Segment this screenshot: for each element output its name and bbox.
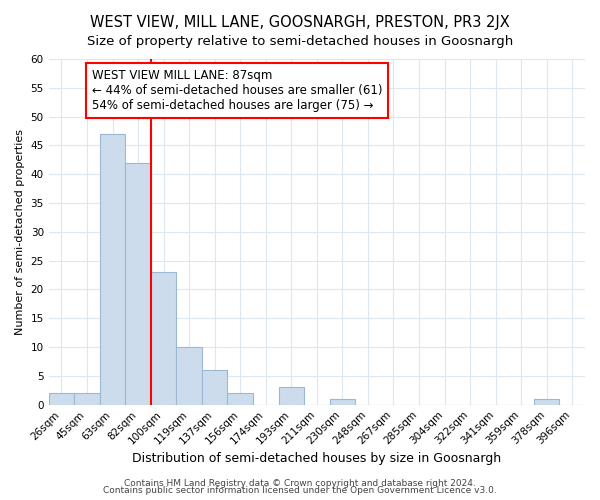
Bar bbox=[100, 134, 125, 404]
Bar bbox=[202, 370, 227, 404]
X-axis label: Distribution of semi-detached houses by size in Goosnargh: Distribution of semi-detached houses by … bbox=[132, 452, 502, 465]
Bar bbox=[534, 399, 559, 404]
Bar bbox=[227, 393, 253, 404]
Bar bbox=[125, 162, 151, 404]
Bar bbox=[151, 272, 176, 404]
Text: WEST VIEW, MILL LANE, GOOSNARGH, PRESTON, PR3 2JX: WEST VIEW, MILL LANE, GOOSNARGH, PRESTON… bbox=[90, 15, 510, 30]
Bar bbox=[74, 393, 100, 404]
Bar bbox=[176, 347, 202, 405]
Text: Contains public sector information licensed under the Open Government Licence v3: Contains public sector information licen… bbox=[103, 486, 497, 495]
Text: Contains HM Land Registry data © Crown copyright and database right 2024.: Contains HM Land Registry data © Crown c… bbox=[124, 478, 476, 488]
Y-axis label: Number of semi-detached properties: Number of semi-detached properties bbox=[15, 129, 25, 335]
Text: WEST VIEW MILL LANE: 87sqm
← 44% of semi-detached houses are smaller (61)
54% of: WEST VIEW MILL LANE: 87sqm ← 44% of semi… bbox=[92, 70, 382, 112]
Bar bbox=[278, 388, 304, 404]
Bar bbox=[329, 399, 355, 404]
Bar bbox=[49, 393, 74, 404]
Text: Size of property relative to semi-detached houses in Goosnargh: Size of property relative to semi-detach… bbox=[87, 35, 513, 48]
